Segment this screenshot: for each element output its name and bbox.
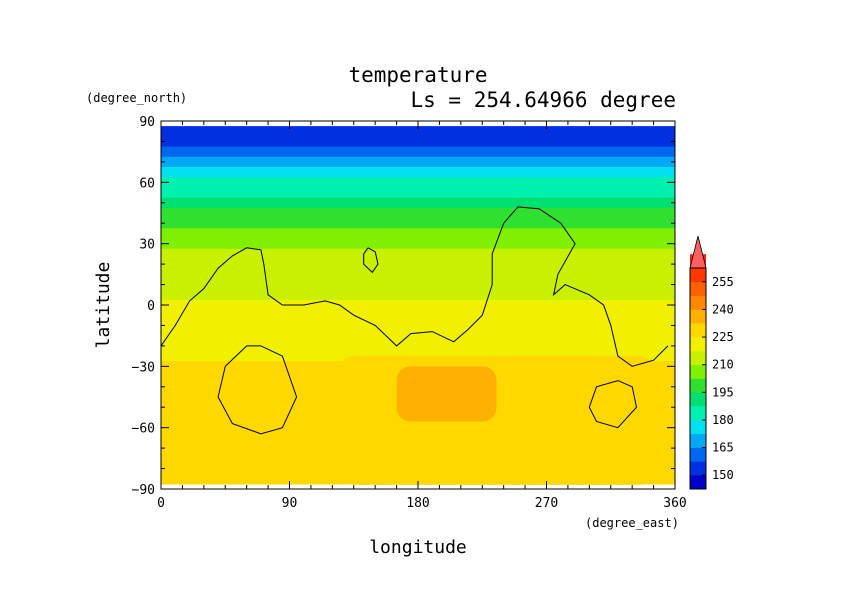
colorbar-swatch [690, 378, 706, 393]
colorbar-tick-label: 150 [712, 468, 734, 482]
colorbar-swatch [690, 364, 706, 379]
temperature-band [161, 279, 675, 291]
temperature-band [161, 156, 675, 168]
contour-line [588, 380, 638, 429]
colorbar-swatch [690, 447, 706, 462]
contour-lines [160, 206, 669, 435]
colorbar-tick-label: 225 [712, 330, 734, 344]
y-tick-label: 60 [139, 176, 155, 191]
axes: 0 90 180 270 360 90 60 30 0 −30 −60 −90 [132, 115, 687, 511]
contour-line [217, 345, 298, 435]
temperature-band [161, 238, 675, 250]
temperature-band [161, 340, 675, 352]
colorbar-tick-label: 180 [712, 413, 734, 427]
colorbar-tick-label: 255 [712, 275, 734, 289]
temperature-band [161, 320, 675, 332]
colorbar-swatch [690, 419, 706, 435]
colorbar-tick-label: 240 [712, 302, 734, 316]
x-tick-label: 180 [406, 496, 429, 511]
temperature-field [161, 126, 675, 485]
temperature-band [161, 187, 675, 199]
temperature-band [161, 248, 675, 260]
temperature-band [161, 167, 675, 178]
temperature-band [161, 218, 675, 229]
colorbar-tick-label: 210 [712, 358, 734, 372]
temperature-band [161, 228, 675, 240]
contour-line [160, 206, 669, 367]
colorbar-swatch [690, 475, 706, 490]
y-unit-label: (degree_north) [86, 91, 187, 105]
temperature-band [161, 136, 675, 148]
warm-region [396, 366, 497, 422]
temperature-band [161, 126, 675, 137]
temperature-band [161, 310, 675, 321]
colorbar-swatch [690, 337, 706, 352]
chart-title: temperature [348, 63, 487, 87]
colorbar: 150 165 180 195 210 225 240 255 [689, 235, 734, 490]
temperature-band [161, 177, 675, 189]
temperature-band [161, 146, 675, 158]
temperature-band [161, 330, 675, 342]
colorbar-swatch [690, 295, 706, 310]
x-tick-label: 0 [157, 496, 165, 511]
temperature-band [161, 259, 675, 270]
chart-subtitle: Ls = 254.64966 degree [410, 88, 676, 112]
colorbar-swatch [690, 433, 706, 448]
temperature-band [161, 269, 675, 281]
x-unit-label: (degree_east) [585, 516, 679, 530]
temperature-band [161, 197, 675, 209]
colorbar-extend-arrow [689, 235, 707, 269]
y-tick-label: 0 [147, 299, 155, 314]
colorbar-swatch [690, 350, 706, 365]
temperature-band [161, 299, 675, 311]
y-tick-label: −30 [132, 360, 155, 375]
y-tick-label: −90 [132, 483, 155, 498]
y-tick-label: 90 [139, 115, 155, 130]
colorbar-tick-label: 165 [712, 441, 734, 455]
colorbar-swatch [690, 406, 706, 421]
x-tick-label: 90 [282, 496, 298, 511]
x-tick-label: 360 [663, 496, 686, 511]
colorbar-swatch [690, 461, 706, 476]
y-tick-label: 30 [139, 238, 155, 253]
colorbar-tick-label: 195 [712, 385, 734, 399]
y-axis-title: latitude [93, 262, 114, 349]
temperature-band [161, 207, 675, 219]
contour-line [363, 247, 379, 274]
colorbar-swatch [690, 281, 706, 296]
colorbar-frame [689, 267, 707, 490]
temperature-band [161, 289, 675, 301]
y-tick-label: −60 [132, 422, 155, 437]
x-axis-title: longitude [369, 537, 467, 558]
colorbar-swatch [690, 392, 706, 407]
x-tick-label: 270 [535, 496, 558, 511]
colorbar-swatch [690, 323, 706, 338]
warm-region [339, 356, 654, 485]
colorbar-swatch [690, 309, 706, 324]
colorbar-swatch [690, 268, 706, 283]
